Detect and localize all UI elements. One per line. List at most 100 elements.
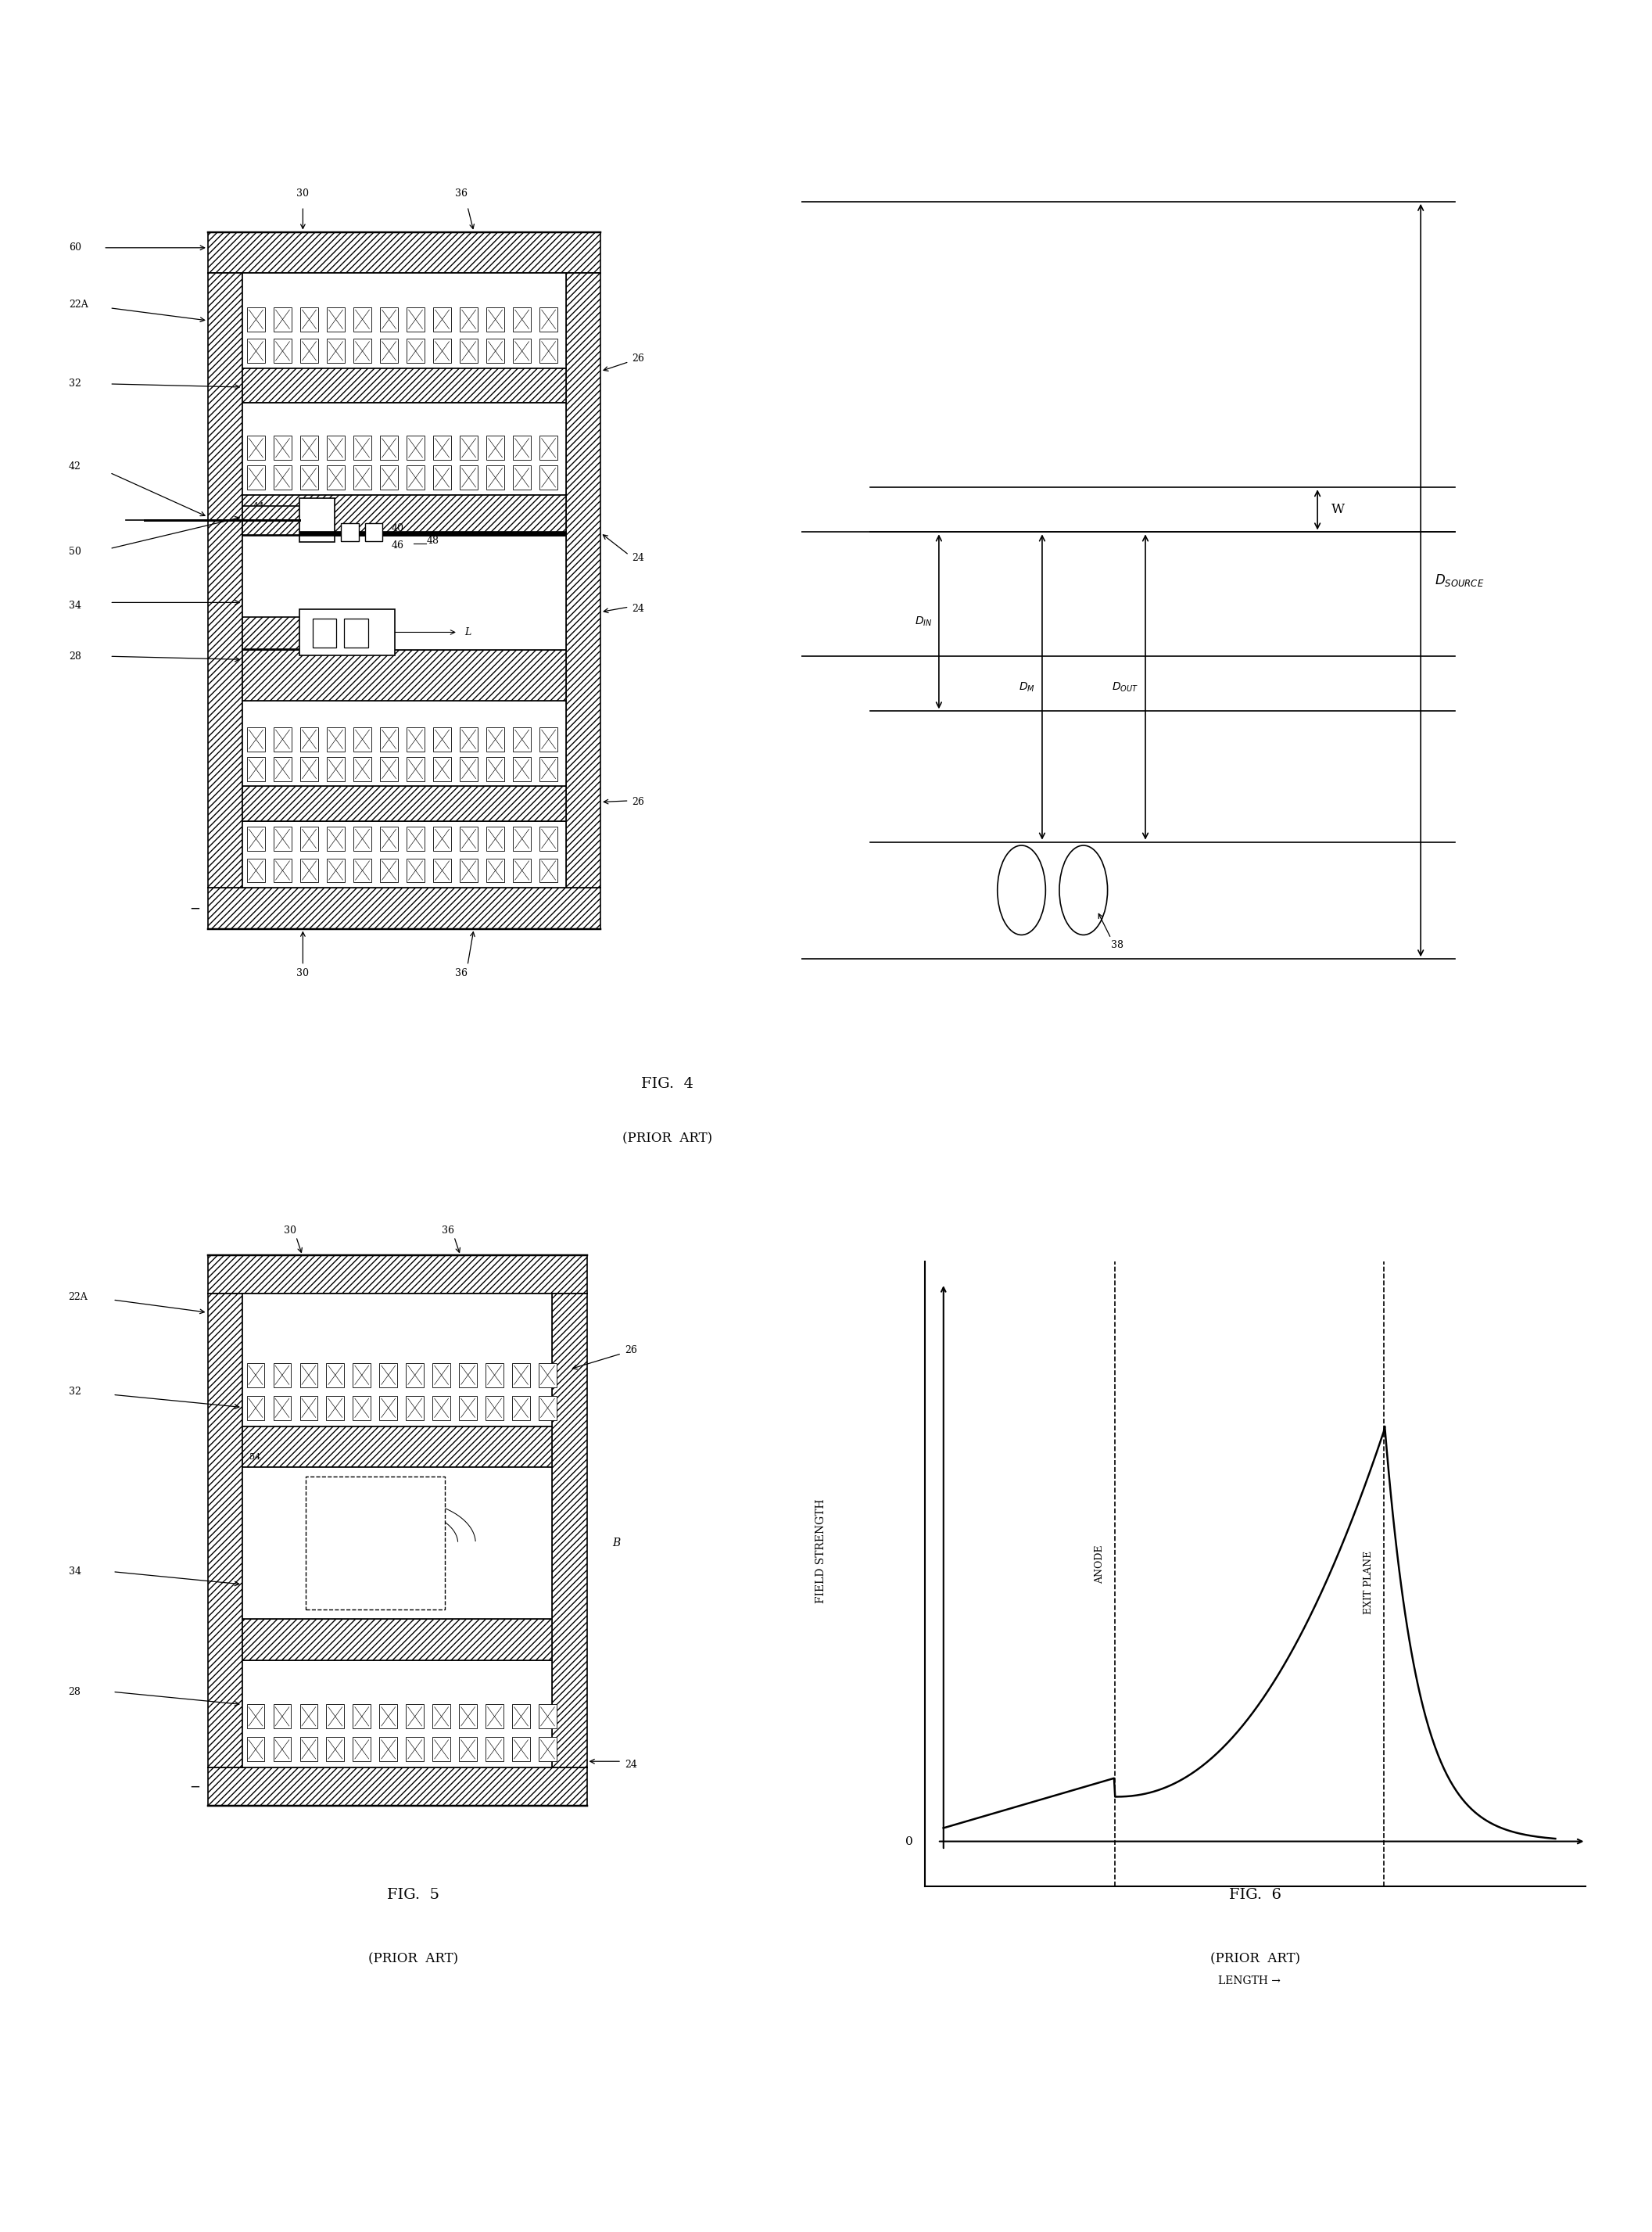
- Bar: [208, 888, 600, 929]
- Bar: [301, 826, 319, 850]
- Bar: [301, 1705, 317, 1728]
- Bar: [459, 1395, 477, 1420]
- Text: $D_M$: $D_M$: [1019, 681, 1036, 694]
- Bar: [433, 466, 451, 489]
- Bar: [327, 859, 345, 882]
- Text: 30: 30: [284, 1225, 296, 1234]
- Bar: [246, 1705, 264, 1728]
- Bar: [354, 1705, 370, 1728]
- Bar: [459, 339, 477, 364]
- Text: 22A: 22A: [69, 299, 88, 310]
- Bar: [208, 1768, 586, 1806]
- Bar: [539, 1736, 557, 1761]
- Bar: [565, 272, 600, 888]
- Bar: [354, 859, 372, 882]
- Bar: [486, 1395, 504, 1420]
- Bar: [540, 859, 557, 882]
- Bar: [406, 1364, 425, 1386]
- Bar: [243, 1426, 552, 1466]
- Text: 48: 48: [316, 1540, 325, 1547]
- Bar: [486, 1736, 504, 1761]
- Bar: [433, 826, 451, 850]
- Text: 50: 50: [69, 547, 81, 558]
- Text: FIG.  6: FIG. 6: [1229, 1888, 1282, 1902]
- Bar: [248, 435, 264, 460]
- Bar: [486, 435, 504, 460]
- Bar: [354, 826, 372, 850]
- Bar: [514, 466, 530, 489]
- Bar: [433, 435, 451, 460]
- Bar: [208, 272, 243, 888]
- Bar: [539, 1364, 557, 1386]
- Bar: [406, 339, 425, 364]
- Bar: [406, 826, 425, 850]
- Bar: [248, 859, 264, 882]
- Bar: [327, 339, 345, 364]
- Bar: [243, 404, 565, 496]
- Bar: [301, 728, 319, 752]
- Bar: [301, 1364, 317, 1386]
- Bar: [354, 339, 372, 364]
- Bar: [540, 308, 557, 330]
- Bar: [406, 435, 425, 460]
- Text: −: −: [190, 1779, 200, 1795]
- Bar: [459, 1705, 477, 1728]
- Bar: [486, 757, 504, 781]
- Bar: [406, 728, 425, 752]
- Bar: [354, 308, 372, 330]
- Bar: [514, 339, 530, 364]
- Bar: [459, 757, 477, 781]
- Bar: [301, 466, 319, 489]
- Text: 48: 48: [426, 536, 439, 547]
- Bar: [486, 826, 504, 850]
- Bar: [354, 1395, 370, 1420]
- Bar: [246, 1395, 264, 1420]
- Text: 32: 32: [68, 1386, 81, 1397]
- Bar: [406, 1395, 425, 1420]
- Bar: [380, 1705, 396, 1728]
- Bar: [540, 728, 557, 752]
- Text: 46: 46: [392, 540, 405, 551]
- Bar: [512, 1705, 530, 1728]
- Bar: [299, 498, 334, 542]
- Bar: [274, 466, 291, 489]
- Bar: [243, 701, 565, 786]
- Bar: [354, 757, 372, 781]
- Bar: [514, 757, 530, 781]
- Bar: [301, 757, 319, 781]
- Bar: [406, 757, 425, 781]
- Bar: [344, 618, 368, 647]
- Text: 34: 34: [69, 600, 81, 612]
- Bar: [208, 232, 600, 272]
- Bar: [327, 1364, 344, 1386]
- Bar: [512, 1364, 530, 1386]
- Bar: [208, 1257, 586, 1295]
- Bar: [246, 1364, 264, 1386]
- Text: (PRIOR  ART): (PRIOR ART): [1211, 1953, 1300, 1966]
- Bar: [301, 308, 319, 330]
- Text: (PRIOR  ART): (PRIOR ART): [623, 1132, 712, 1145]
- Bar: [380, 1364, 396, 1386]
- Bar: [248, 466, 264, 489]
- Text: 32: 32: [69, 379, 81, 388]
- Text: 24: 24: [624, 1759, 638, 1770]
- Bar: [459, 1364, 477, 1386]
- Bar: [274, 339, 291, 364]
- Text: 28: 28: [69, 652, 81, 661]
- Bar: [273, 1736, 291, 1761]
- Bar: [274, 757, 291, 781]
- Bar: [354, 728, 372, 752]
- Bar: [312, 618, 337, 647]
- Text: FIG.  5: FIG. 5: [387, 1888, 439, 1902]
- Bar: [433, 757, 451, 781]
- Bar: [406, 1705, 425, 1728]
- Bar: [486, 339, 504, 364]
- Text: 34: 34: [68, 1567, 81, 1576]
- Bar: [380, 728, 398, 752]
- Bar: [512, 1736, 530, 1761]
- Bar: [273, 1395, 291, 1420]
- Text: 22A: 22A: [68, 1292, 88, 1301]
- Text: 30: 30: [297, 969, 309, 978]
- Bar: [301, 859, 319, 882]
- Bar: [327, 435, 345, 460]
